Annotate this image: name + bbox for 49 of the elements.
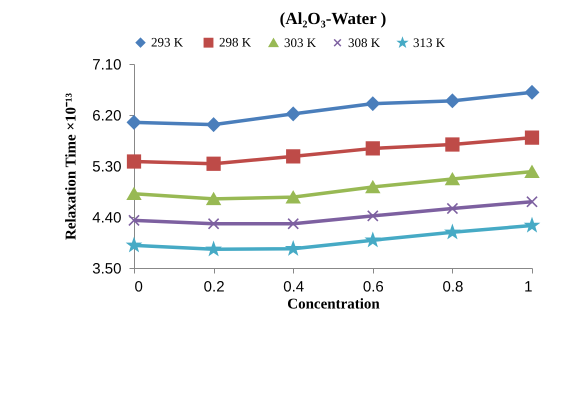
point [366, 233, 380, 246]
chart-title: (Al₂O₃-Water ) [280, 9, 386, 28]
point [445, 94, 460, 108]
point [286, 190, 300, 204]
point [206, 192, 221, 206]
point [286, 106, 300, 121]
point [524, 130, 540, 145]
point [286, 149, 300, 164]
y-tick-label: 5.30 [92, 158, 122, 176]
point [126, 187, 142, 200]
point [445, 137, 460, 152]
x-tick-label: 0.6 [362, 278, 384, 296]
point [287, 218, 300, 230]
point [366, 141, 380, 156]
y-tick-label: 7.10 [92, 56, 122, 74]
legend-label: 298 K [219, 34, 252, 50]
point [208, 218, 220, 230]
point [366, 96, 380, 111]
legend-label: 293 K [151, 34, 184, 50]
legend-label: 313 K [413, 34, 446, 50]
point [126, 154, 142, 169]
x-tick-label: 0.4 [283, 278, 304, 296]
point [126, 115, 142, 130]
point [366, 210, 379, 222]
y-tick-label: 3.50 [92, 260, 122, 278]
y-tick-label: 6.20 [92, 108, 122, 124]
point [286, 242, 300, 255]
point [127, 238, 141, 252]
x-tick-label: 0.8 [442, 278, 464, 296]
point [206, 156, 221, 171]
legend-label: 303 K [284, 34, 317, 50]
point [366, 180, 380, 194]
legend-label: 308 K [348, 34, 381, 50]
x-tick-label: 0 [134, 278, 143, 296]
x-tick-label: 0.2 [204, 278, 225, 296]
point [445, 172, 460, 186]
x-axis-title: Concentration [287, 296, 380, 312]
point [446, 225, 460, 238]
point [525, 218, 539, 232]
point [206, 242, 220, 256]
point [526, 196, 538, 208]
y-tick-label: 4.40 [92, 210, 122, 226]
point [128, 214, 140, 226]
point [524, 85, 540, 100]
point [524, 165, 540, 178]
point [446, 202, 458, 214]
x-tick-label: 1 [524, 278, 532, 296]
point [206, 118, 221, 132]
y-axis-title: Relaxation Time ×10⁻¹³ [63, 92, 80, 240]
